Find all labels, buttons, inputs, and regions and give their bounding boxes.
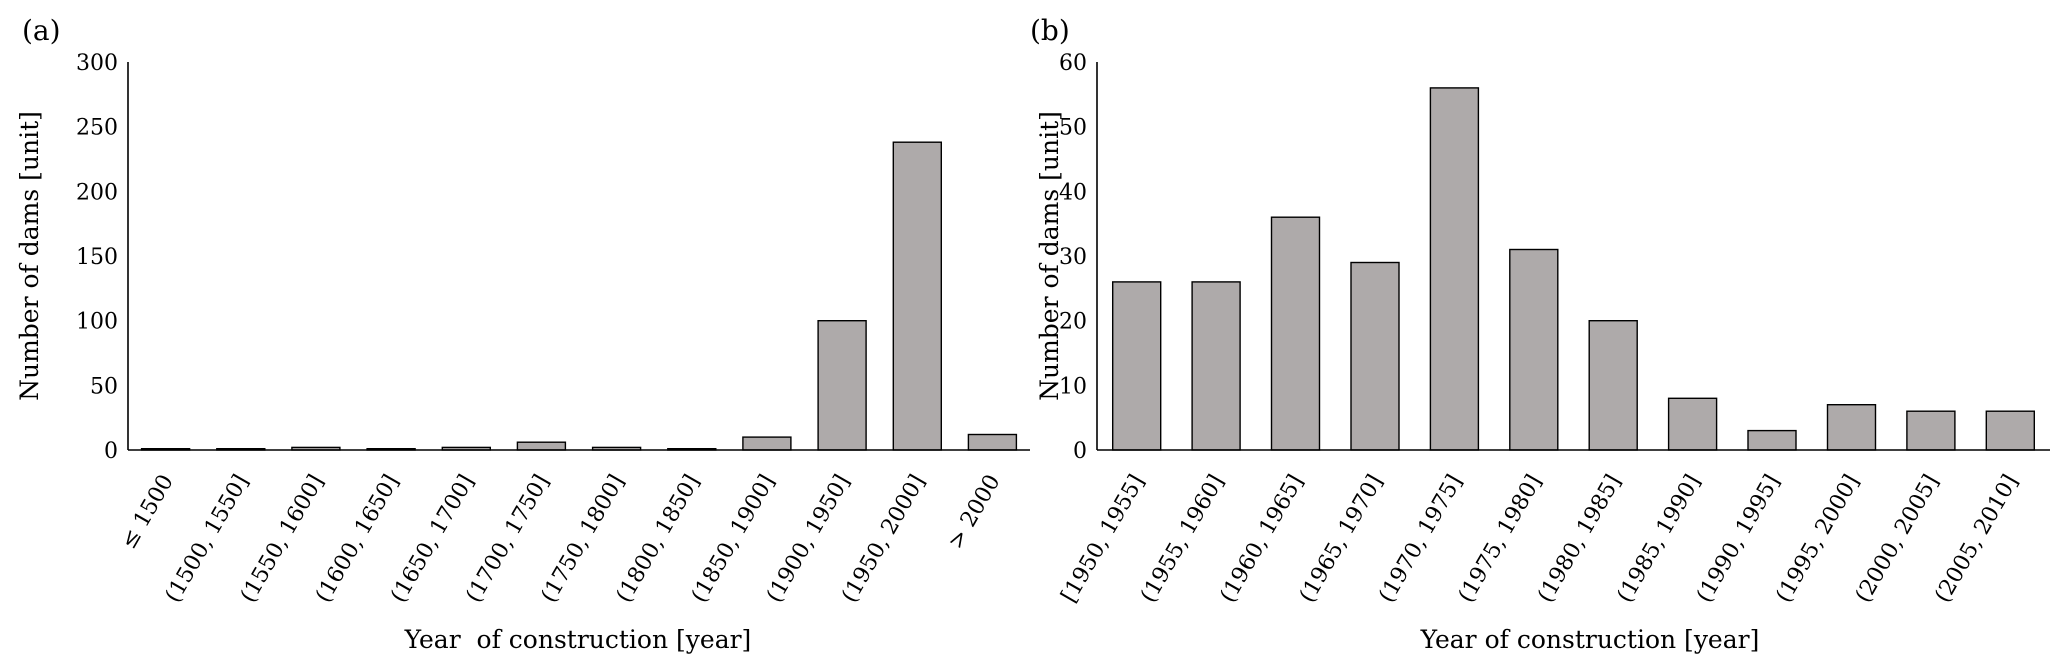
bar-11 (1985, 410, 2036, 451)
y-tick-label: 60 (1059, 51, 1087, 76)
bar-1 (1191, 281, 1241, 451)
y-tick-label: 50 (90, 374, 118, 399)
panel-label: (b) (1030, 14, 1070, 47)
bar-4 (1429, 87, 1480, 451)
bar-5 (1509, 248, 1559, 451)
category-label: (1990, 1995] (1692, 471, 1785, 607)
bar-6 (1588, 320, 1638, 451)
category-label: (1995, 2000] (1771, 471, 1864, 607)
x-axis-title: Year of construction [year] (1420, 625, 1760, 654)
y-tick-label: 50 (1059, 116, 1087, 141)
bar-10 (892, 141, 942, 451)
bar-11 (967, 433, 1018, 451)
category-label: (1980, 1985] (1533, 471, 1626, 607)
y-axis-title: Number of dams [unit] (1035, 111, 1064, 401)
category-label: (1975, 1980] (1454, 471, 1547, 607)
category-label: [1950, 1955] (1057, 471, 1150, 607)
category-label: (2005, 2010] (1930, 470, 2023, 606)
category-label: (1960, 1965] (1216, 471, 1309, 607)
panel-label: (a) (22, 14, 61, 47)
bar-8 (742, 436, 792, 451)
bar-3 (1350, 261, 1400, 451)
y-tick-label: 250 (76, 116, 118, 141)
category-label: (1970, 1975] (1374, 471, 1467, 607)
bar-9 (817, 320, 867, 451)
y-tick-label: 200 (76, 180, 118, 205)
bar-0 (1111, 281, 1162, 451)
category-label: ≤ 1500 (116, 471, 178, 554)
y-tick-label: 0 (104, 439, 118, 464)
y-axis-title: Number of dams [unit] (15, 111, 44, 401)
y-tick-label: 10 (1059, 374, 1087, 399)
category-label: (1950, 2000] (837, 471, 930, 607)
y-tick-label: 40 (1059, 180, 1087, 205)
bar-5 (516, 441, 567, 451)
category-label: (1955, 1960] (1136, 471, 1229, 607)
y-tick-label: 100 (76, 310, 118, 335)
chart-b: (b)[1950, 1955](1955, 1960](1960, 1965](… (1030, 14, 2050, 654)
y-tick-label: 0 (1073, 439, 1087, 464)
chart-a: (a)≤ 1500(1500, 1550](1550, 1600](1600, … (15, 14, 1030, 654)
x-axis-title: Year of construction [year] (404, 625, 752, 654)
category-label: > 2000 (943, 471, 1005, 554)
category-label: (2000, 2005] (1851, 471, 1944, 607)
y-tick-label: 300 (76, 51, 118, 76)
category-label: (1965, 1970] (1295, 471, 1388, 607)
category-label: (1985, 1990] (1613, 471, 1706, 607)
bar-7 (1667, 397, 1718, 451)
bar-8 (1747, 429, 1797, 451)
bar-9 (1826, 404, 1877, 451)
y-tick-label: 150 (76, 245, 118, 270)
bar-2 (1270, 216, 1321, 451)
y-tick-label: 20 (1059, 310, 1087, 335)
y-tick-label: 30 (1059, 245, 1087, 270)
bar-10 (1906, 410, 1956, 451)
